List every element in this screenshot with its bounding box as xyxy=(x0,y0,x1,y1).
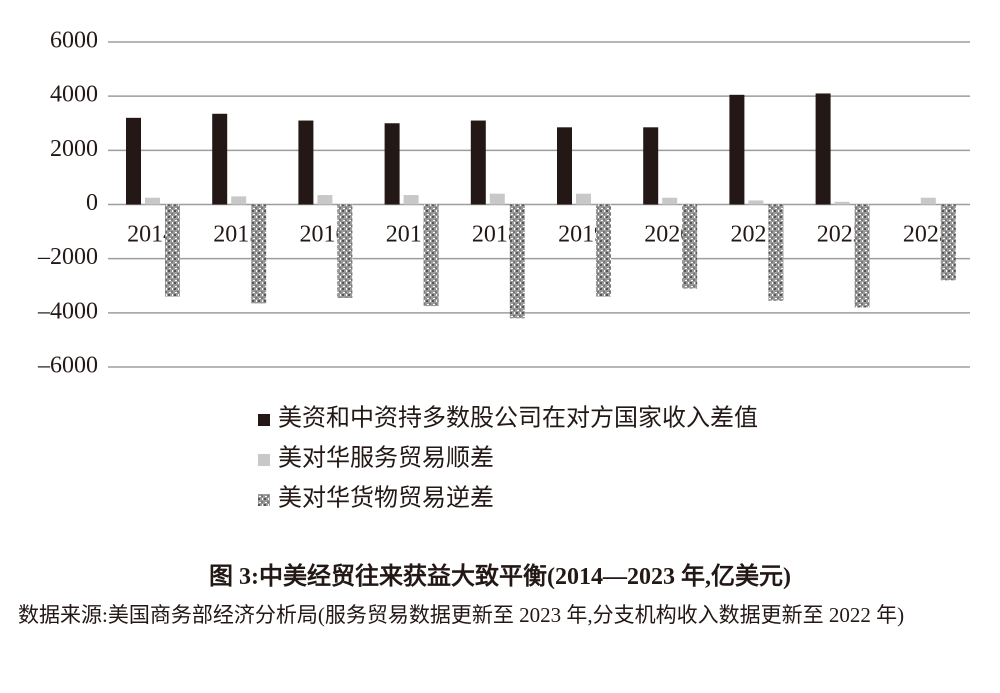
bar xyxy=(768,204,784,301)
bar xyxy=(920,197,936,205)
bar xyxy=(729,94,745,205)
bar xyxy=(682,204,698,289)
y-tick-label: 6000 xyxy=(50,28,98,54)
bar xyxy=(231,196,247,205)
bar xyxy=(403,195,419,205)
legend-swatch xyxy=(258,414,270,426)
y-tick-label: –2000 xyxy=(37,244,98,270)
bar xyxy=(384,123,400,205)
legend-swatch xyxy=(258,494,270,506)
bar xyxy=(423,204,439,307)
source-note: 数据来源:美国商务部经济分析局(服务贸易数据更新至 2023 年,分支机构收入数… xyxy=(18,603,905,627)
legend-swatch xyxy=(258,454,270,466)
legend-label: 美资和中资持多数股公司在对方国家收入差值 xyxy=(278,405,758,432)
bar xyxy=(251,204,267,304)
bar xyxy=(834,201,850,205)
bar xyxy=(145,197,160,205)
bar xyxy=(557,127,572,205)
bar xyxy=(212,113,228,205)
bar xyxy=(337,204,353,298)
y-tick-label: 2000 xyxy=(50,136,98,162)
bar xyxy=(317,195,333,205)
bar xyxy=(596,204,611,297)
bar xyxy=(643,127,659,205)
bar xyxy=(748,200,764,205)
y-tick-label: –4000 xyxy=(37,298,98,324)
y-tick-label: –6000 xyxy=(37,353,98,379)
bar xyxy=(662,197,678,205)
bar xyxy=(126,117,141,205)
chart-title: 图 3:中美经贸往来获益大致平衡(2014—2023 年,亿美元) xyxy=(209,564,791,590)
bar xyxy=(576,193,591,205)
bar xyxy=(165,204,180,297)
bar xyxy=(298,120,314,205)
bar xyxy=(815,93,831,205)
legend-label: 美对华服务贸易顺差 xyxy=(278,445,494,472)
y-tick-label: 0 xyxy=(86,190,98,216)
bar xyxy=(489,193,505,205)
legend-label: 美对华货物贸易逆差 xyxy=(278,485,494,512)
y-tick-label: 4000 xyxy=(50,82,98,108)
bar xyxy=(854,204,870,308)
bar xyxy=(470,120,486,205)
bar xyxy=(940,204,956,281)
bar xyxy=(509,204,525,319)
